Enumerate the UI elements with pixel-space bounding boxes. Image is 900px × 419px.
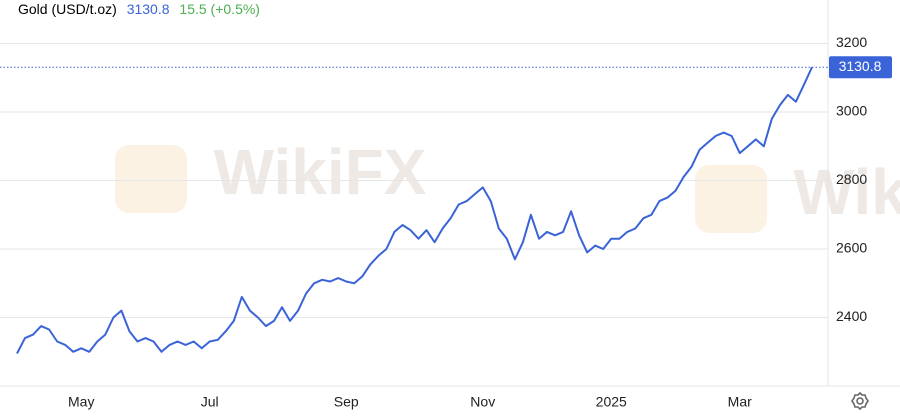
x-tick-label: Sep: [334, 394, 359, 410]
x-tick-label: Nov: [470, 394, 495, 410]
watermark-logo: [115, 145, 187, 213]
watermark: WikiFX: [214, 136, 427, 208]
x-tick-label: May: [68, 394, 94, 410]
x-tick-label: Mar: [728, 394, 752, 410]
last-price-tag-label: 3130.8: [839, 58, 882, 74]
price-line: [16, 66, 813, 354]
x-tick-label: 2025: [596, 394, 627, 410]
gear-outline: [851, 391, 869, 411]
watermark: WikiFX: [794, 156, 900, 228]
gear-hub: [856, 397, 864, 405]
instrument-name: Gold (USD/t.oz): [18, 1, 117, 17]
y-tick-label: 3200: [836, 34, 867, 50]
watermark-logo: [695, 165, 767, 233]
settings-button[interactable]: [851, 391, 869, 411]
price-change: 15.5 (+0.5%): [179, 1, 260, 17]
last-price-tag: [829, 56, 892, 79]
x-tick-label: Jul: [201, 394, 219, 410]
header: Gold (USD/t.oz) 3130.8 15.5 (+0.5%): [18, 0, 266, 18]
y-tick-label: 2800: [836, 171, 867, 187]
last-price: 3130.8: [126, 1, 170, 17]
y-tick-label: 2600: [836, 240, 867, 256]
y-tick-label: 2400: [836, 308, 867, 324]
y-tick-label: 3000: [836, 103, 867, 119]
